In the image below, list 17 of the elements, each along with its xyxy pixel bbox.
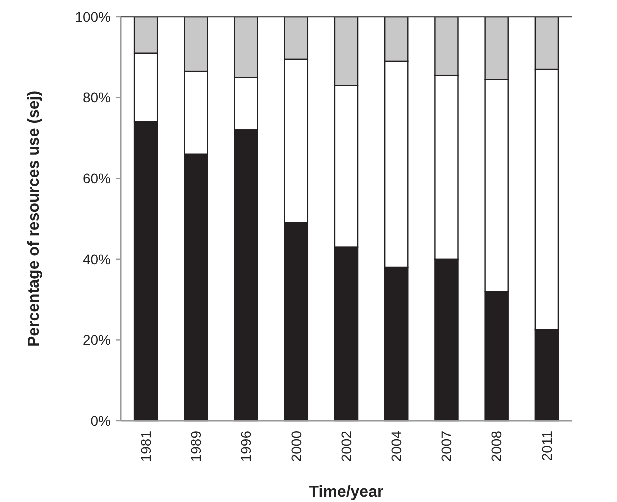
y-tick-label: 0% xyxy=(90,412,111,429)
x-axis-title: Time/year xyxy=(309,484,384,501)
x-tick-label: 1981 xyxy=(138,430,154,462)
y-tick-label: 40% xyxy=(82,251,111,268)
x-tick-label: 2002 xyxy=(338,430,354,462)
y-axis-title: Percentage of resources use (sej) xyxy=(26,90,43,348)
x-tick-label: 2007 xyxy=(438,430,455,462)
x-tick-label: 2004 xyxy=(388,430,405,462)
x-tick-label: 2008 xyxy=(488,430,505,462)
x-tick-label: 1989 xyxy=(188,430,204,462)
x-tick-label: 2000 xyxy=(288,430,304,462)
y-tick-label: 100% xyxy=(75,8,111,25)
y-tick-label: 80% xyxy=(82,90,111,106)
y-tick-label: 60% xyxy=(82,170,111,186)
y-tick-label: 20% xyxy=(82,332,111,348)
x-tick-label: 1996 xyxy=(238,430,254,462)
x-tick-label: 2011 xyxy=(538,430,555,462)
